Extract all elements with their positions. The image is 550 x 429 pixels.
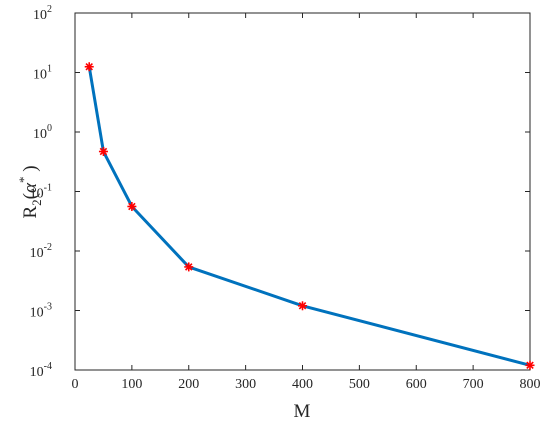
- y-tick-base: 10: [30, 365, 44, 380]
- y-tick-base: 10: [33, 68, 47, 83]
- plot-area: [74, 12, 531, 371]
- y-tick-label: 10-2: [30, 242, 52, 261]
- y-tick-base: 10: [33, 8, 47, 23]
- y-axis-label: R2(α* ): [16, 165, 44, 218]
- y-tick-base: 10: [33, 127, 47, 142]
- y-tick-base: 10: [30, 246, 44, 261]
- x-tick-label: 300: [235, 377, 256, 392]
- x-tick-label: 400: [292, 377, 313, 392]
- y-tick-exponent: -4: [44, 361, 52, 372]
- y-tick-label: 10-4: [30, 361, 52, 380]
- y-tick-exponent: 0: [47, 123, 52, 134]
- y-tick-exponent: -1: [44, 183, 52, 194]
- x-tick-label: 100: [121, 377, 142, 392]
- y-tick-label: 102: [33, 4, 52, 23]
- x-tick-label: 200: [178, 377, 199, 392]
- data-series: [84, 62, 535, 370]
- axis-ticks: 0 100 200 300 400 500 600 700 80010-410-310-210-…: [30, 4, 541, 392]
- y-tick-exponent: 2: [47, 4, 52, 15]
- y-tick-label: 100: [33, 123, 52, 142]
- y-tick-label: 10-3: [30, 302, 52, 321]
- y-tick-exponent: 1: [47, 64, 52, 75]
- data-point-marker: [98, 147, 108, 157]
- x-tick-label: 800: [520, 377, 541, 392]
- series-line: [87, 66, 531, 367]
- y-tick-base: 10: [30, 306, 44, 321]
- data-point-marker: [127, 201, 137, 211]
- data-point-marker: [184, 262, 194, 272]
- y-tick-exponent: -3: [44, 302, 52, 313]
- y-tick-exponent: -2: [44, 242, 52, 253]
- data-point-marker: [84, 62, 94, 72]
- x-tick-label: 500: [349, 377, 370, 392]
- x-tick-label: 700: [463, 377, 484, 392]
- y-tick-label: 10-1: [30, 183, 52, 202]
- x-tick-label: 0: [72, 377, 79, 392]
- x-axis-label: M: [294, 401, 311, 422]
- x-tick-label: 600: [406, 377, 427, 392]
- y-tick-label: 101: [33, 64, 52, 83]
- y-tick-base: 10: [30, 187, 44, 202]
- data-point-marker: [525, 360, 535, 370]
- data-point-marker: [298, 301, 307, 311]
